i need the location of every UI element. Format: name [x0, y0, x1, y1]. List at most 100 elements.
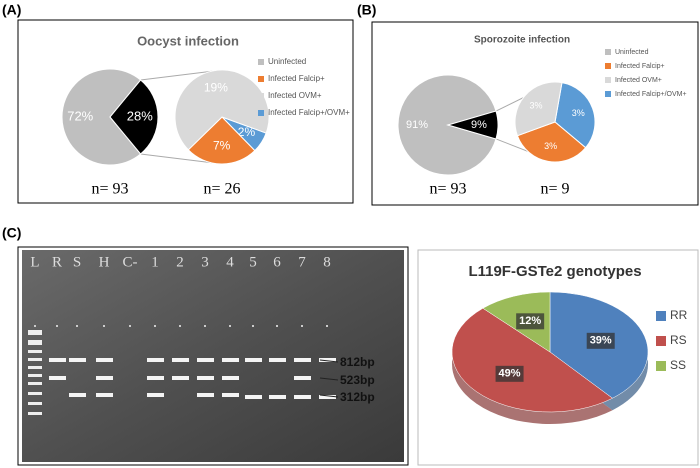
band [69, 393, 86, 397]
band-pointer [319, 377, 339, 381]
pie-slice [451, 307, 613, 413]
band [96, 358, 113, 362]
legend-label: Uninfected [268, 57, 306, 66]
ladder-band [28, 402, 42, 405]
lane-label: 1 [151, 254, 159, 270]
lane-label: R [52, 254, 62, 270]
label-box [495, 365, 524, 382]
ladder-band [28, 392, 42, 395]
data-label: 3% [529, 100, 542, 110]
lane-label: C- [123, 254, 138, 270]
data-label: 19% [204, 81, 228, 95]
ladder-band [28, 374, 42, 377]
legend-swatch [605, 91, 611, 97]
label-box [586, 332, 615, 349]
lane-label: 2 [176, 254, 184, 270]
legend-swatch [656, 311, 666, 321]
band [197, 358, 214, 362]
legend-swatch [258, 110, 264, 116]
legend-swatch [656, 336, 666, 346]
band [222, 358, 239, 362]
well [103, 325, 105, 327]
pie-slice [61, 68, 142, 166]
sample-size: n= 93 [91, 181, 128, 198]
well [76, 325, 78, 327]
panel-label: (C) [2, 225, 21, 241]
lane-label: 4 [226, 254, 234, 270]
data-label: 12% [519, 315, 541, 327]
well [154, 325, 156, 327]
ladder-band [28, 366, 42, 369]
legend-label: Infected Falcip+ [615, 63, 665, 70]
legend-label: Uninfected [615, 49, 649, 56]
well [301, 325, 303, 327]
band [172, 358, 189, 362]
panel-label: (B) [357, 2, 376, 18]
gel-image [22, 250, 404, 462]
legend-swatch [605, 77, 611, 83]
lane-label: 8 [323, 254, 331, 270]
band [147, 376, 164, 380]
label-box [516, 313, 545, 330]
band-pointer [319, 359, 339, 363]
lane-label: 7 [298, 254, 306, 270]
chart-title: Oocyst infection [137, 33, 239, 48]
data-label: 7% [213, 138, 231, 152]
chart-title: Sporozoite infection [474, 35, 570, 46]
well [34, 325, 36, 327]
sample-size: n= 93 [429, 181, 466, 198]
pie-slice [109, 79, 159, 155]
lane-label: 5 [249, 254, 257, 270]
pie-slice [187, 116, 256, 165]
lane-label: 6 [273, 254, 281, 270]
data-label: 3% [544, 141, 557, 151]
band [147, 358, 164, 362]
data-label: 91% [406, 119, 428, 131]
band [69, 358, 86, 362]
band [269, 395, 286, 399]
band [294, 376, 311, 380]
legend-label: Infected Falcip+/OVM+ [615, 91, 687, 98]
lane-label: 3 [201, 254, 209, 270]
band-label: 312bp [340, 390, 375, 404]
legend-label: Infected OVM+ [615, 77, 662, 84]
lane-label: S [73, 254, 81, 270]
band [222, 393, 239, 397]
lane-label: L [30, 254, 39, 270]
legend-swatch [258, 59, 264, 65]
band [294, 395, 311, 399]
ladder-band [28, 330, 42, 335]
lane-label: H [99, 254, 110, 270]
well [252, 325, 254, 327]
legend-swatch [605, 63, 611, 69]
well [204, 325, 206, 327]
band-label: 523bp [340, 373, 375, 387]
pie-slice [516, 121, 587, 163]
band-pointer [319, 394, 339, 398]
legend-swatch [258, 93, 264, 99]
well [179, 325, 181, 327]
legend-swatch [605, 49, 611, 55]
sample-size: n= 9 [540, 181, 569, 198]
data-label: 3% [572, 108, 585, 118]
well [56, 325, 58, 327]
ladder-band [28, 350, 42, 353]
ladder-band [28, 382, 42, 385]
pie-slice [554, 82, 596, 149]
band [319, 358, 336, 362]
band [222, 376, 239, 380]
band [172, 376, 189, 380]
band [96, 393, 113, 397]
pie-slice [446, 110, 499, 140]
legend-label: RR [670, 308, 688, 322]
band [197, 393, 214, 397]
band [294, 358, 311, 362]
band-label: 812bp [340, 355, 375, 369]
ladder-band [28, 358, 42, 361]
legend-label: SS [670, 358, 686, 372]
sample-size: n= 26 [203, 181, 240, 198]
data-label: 39% [590, 335, 612, 347]
well [326, 325, 328, 327]
band [96, 376, 113, 380]
